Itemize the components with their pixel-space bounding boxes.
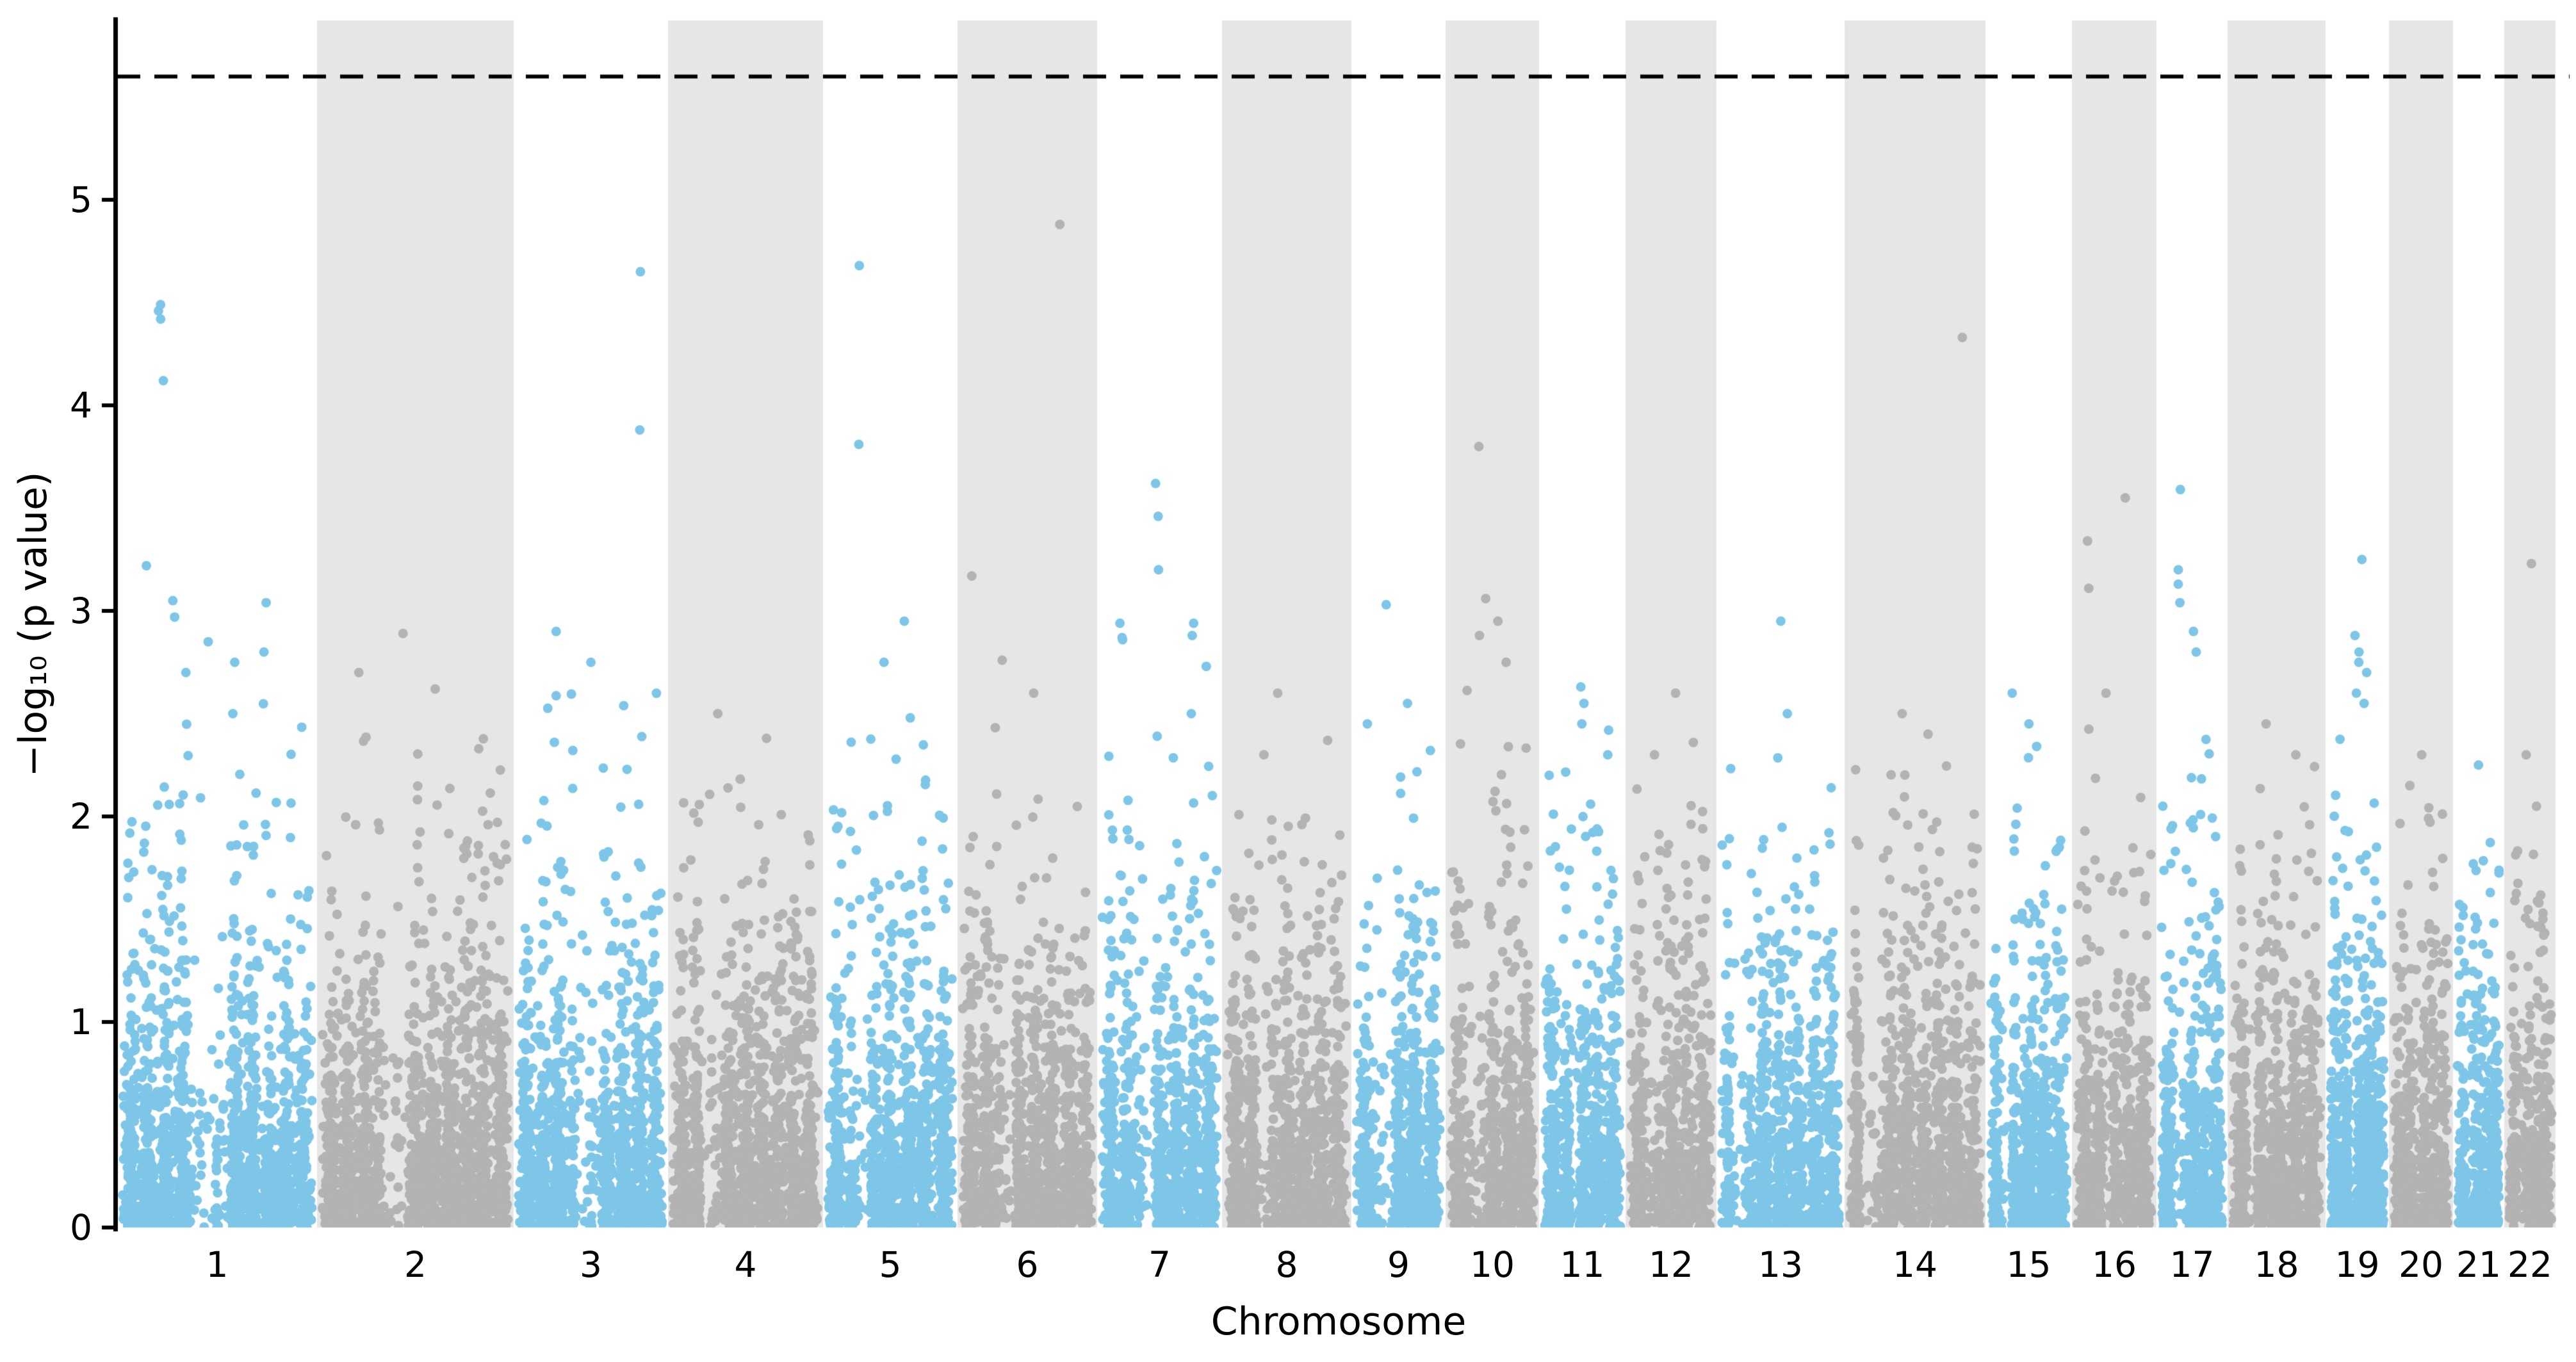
chromosome-label-13: 13	[1758, 1244, 1803, 1285]
chromosome-label-19: 19	[2335, 1244, 2380, 1285]
y-tick-label-0: 0	[70, 1207, 92, 1248]
chromosome-label-6: 6	[1016, 1244, 1039, 1285]
chromosome-label-11: 11	[1560, 1244, 1605, 1285]
chromosome-label-18: 18	[2254, 1244, 2299, 1285]
chromosome-label-20: 20	[2399, 1244, 2443, 1285]
chromosome-label-10: 10	[1470, 1244, 1515, 1285]
y-tick-label-2: 2	[70, 796, 92, 837]
x-axis-title: Chromosome	[1211, 1299, 1467, 1344]
chromosome-label-12: 12	[1649, 1244, 1693, 1285]
chromosome-label-2: 2	[404, 1244, 427, 1285]
chromosome-label-17: 17	[2169, 1244, 2215, 1285]
chromosome-label-7: 7	[1148, 1244, 1171, 1285]
chromosome-label-4: 4	[734, 1244, 757, 1285]
chromosome-label-1: 1	[206, 1244, 229, 1285]
y-tick-label-3: 3	[70, 590, 92, 631]
chromosome-label-8: 8	[1275, 1244, 1298, 1285]
chromosome-label-5: 5	[879, 1244, 902, 1285]
y-tick-label-5: 5	[70, 179, 92, 220]
chromosome-label-16: 16	[2092, 1244, 2137, 1285]
y-axis-title: −log₁₀ (p value)	[11, 471, 56, 777]
chromosome-label-9: 9	[1387, 1244, 1410, 1285]
chromosome-label-14: 14	[1893, 1244, 1937, 1285]
chromosome-label-15: 15	[2006, 1244, 2051, 1285]
y-tick-label-1: 1	[70, 1001, 92, 1042]
chromosome-label-21: 21	[2456, 1244, 2501, 1285]
chromosome-label-3: 3	[580, 1244, 602, 1285]
chromosome-label-22: 22	[2507, 1244, 2552, 1285]
y-tick-label-4: 4	[70, 385, 92, 426]
